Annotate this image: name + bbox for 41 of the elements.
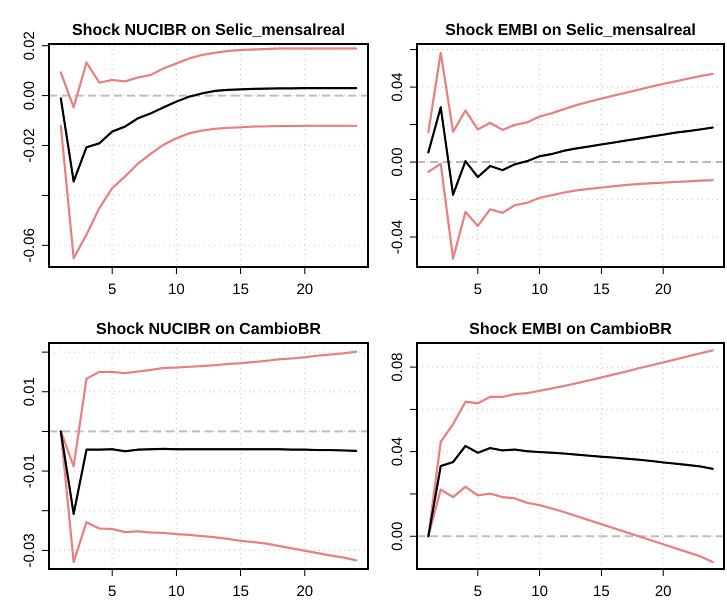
y-tick-label: -0.03	[21, 533, 38, 568]
x-tick-label: 10	[168, 583, 185, 600]
x-tick-label: 5	[108, 281, 116, 298]
line-series	[427, 162, 714, 260]
line-series	[427, 444, 714, 538]
x-tick-label: 20	[654, 281, 672, 298]
y-tick-label: 0.04	[389, 437, 406, 466]
y-tick-label: -0.01	[21, 454, 38, 488]
line-series	[60, 47, 358, 108]
y-tick-label: 0.00	[21, 81, 38, 110]
y-tick-label: 0.08	[389, 352, 406, 382]
chart-title: Shock EMBI on CambioBR	[469, 321, 672, 338]
x-tick-label: 5	[474, 281, 482, 298]
x-tick-label: 20	[296, 281, 314, 298]
line-series	[60, 430, 358, 515]
y-tick-label: 0.01	[21, 377, 38, 406]
line-series	[60, 124, 358, 260]
y-tick-label: 0.00	[389, 522, 406, 551]
x-tick-label: 20	[654, 583, 672, 600]
line-series	[427, 52, 714, 134]
x-tick-label: 15	[232, 583, 249, 600]
y-tick-label: 0.04	[389, 72, 406, 102]
y-tick-label: 0.02	[21, 31, 38, 60]
y-tick-label: -0.02	[21, 128, 38, 163]
line-series	[427, 106, 714, 196]
chart-title: Shock NUCIBR on Selic_mensalreal	[72, 22, 345, 39]
x-tick-label: 10	[531, 583, 548, 600]
y-tick-label: -0.06	[21, 228, 38, 262]
x-tick-label: 15	[593, 583, 610, 600]
x-tick-label: 5	[474, 583, 482, 600]
chart-title: Shock NUCIBR on CambioBR	[96, 321, 322, 338]
x-tick-label: 10	[531, 281, 548, 298]
x-tick-label: 15	[593, 281, 610, 298]
line-series	[60, 87, 358, 183]
y-tick-label: -0.04	[389, 220, 406, 254]
chart-title: Shock EMBI on Selic_mensalreal	[445, 22, 696, 39]
x-tick-label: 15	[232, 281, 249, 298]
x-tick-label: 20	[296, 583, 314, 600]
x-tick-label: 10	[168, 281, 185, 298]
x-tick-label: 5	[108, 583, 116, 600]
y-tick-label: 0.00	[389, 147, 406, 177]
